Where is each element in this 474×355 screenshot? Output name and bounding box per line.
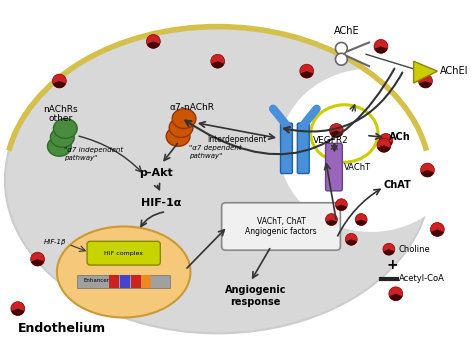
Ellipse shape (280, 69, 463, 232)
Text: HIF-1α: HIF-1α (141, 198, 182, 208)
Ellipse shape (50, 127, 74, 147)
Text: Acetyl-CoA: Acetyl-CoA (399, 274, 445, 283)
Circle shape (355, 214, 367, 225)
Ellipse shape (47, 136, 71, 156)
Bar (131, 275, 140, 288)
Circle shape (389, 287, 403, 301)
Text: α7-nAChR: α7-nAChR (169, 103, 214, 112)
Circle shape (430, 223, 444, 236)
Text: HIF complex: HIF complex (104, 251, 143, 256)
Wedge shape (421, 170, 434, 177)
Circle shape (211, 54, 225, 68)
FancyBboxPatch shape (222, 203, 340, 250)
Circle shape (336, 43, 347, 54)
Circle shape (326, 214, 337, 225)
Wedge shape (379, 140, 392, 147)
Text: Enhancer: Enhancer (83, 278, 109, 283)
Wedge shape (419, 81, 432, 88)
Polygon shape (414, 61, 438, 83)
Text: Interdependent: Interdependent (207, 136, 266, 144)
Text: nAChRs: nAChRs (43, 105, 78, 114)
Circle shape (419, 74, 432, 88)
FancyBboxPatch shape (87, 241, 160, 265)
Bar (142, 275, 151, 288)
FancyBboxPatch shape (326, 143, 342, 191)
Ellipse shape (172, 109, 196, 129)
Wedge shape (330, 131, 343, 137)
Wedge shape (31, 259, 44, 266)
Text: p-Akt: p-Akt (139, 168, 173, 178)
Circle shape (329, 124, 343, 137)
Wedge shape (211, 61, 224, 68)
Text: VAChT, ChAT
Angiogenic factors: VAChT, ChAT Angiogenic factors (245, 217, 317, 236)
Circle shape (146, 34, 160, 48)
Text: "α7 dependent
pathway": "α7 dependent pathway" (189, 145, 242, 159)
Circle shape (379, 133, 393, 147)
Text: Choline: Choline (399, 245, 430, 254)
Wedge shape (11, 308, 24, 316)
Circle shape (31, 252, 45, 266)
Circle shape (383, 243, 395, 255)
Wedge shape (346, 239, 357, 245)
Wedge shape (53, 81, 66, 88)
Ellipse shape (166, 126, 190, 146)
Circle shape (336, 199, 347, 211)
Wedge shape (383, 249, 394, 255)
Circle shape (377, 138, 391, 152)
Text: Endothelium: Endothelium (18, 322, 106, 335)
Circle shape (11, 302, 25, 316)
Circle shape (336, 53, 347, 65)
Bar (109, 275, 119, 288)
Text: HIF-1β: HIF-1β (44, 239, 66, 245)
Wedge shape (300, 71, 313, 78)
Text: Angiogenic
response: Angiogenic response (225, 285, 286, 307)
Ellipse shape (169, 118, 193, 137)
Circle shape (420, 163, 434, 177)
Ellipse shape (57, 226, 191, 317)
Text: ACh: ACh (389, 132, 410, 142)
Wedge shape (431, 229, 444, 236)
Text: other: other (48, 114, 73, 123)
Wedge shape (147, 42, 160, 48)
FancyBboxPatch shape (77, 275, 170, 288)
Ellipse shape (54, 119, 77, 138)
Circle shape (53, 74, 66, 88)
Bar (120, 275, 129, 288)
Wedge shape (374, 47, 387, 53)
Wedge shape (389, 294, 402, 301)
FancyBboxPatch shape (281, 123, 292, 174)
Text: AChE: AChE (333, 27, 359, 37)
Text: +: + (386, 258, 398, 272)
Circle shape (346, 233, 357, 245)
Wedge shape (336, 205, 347, 211)
Ellipse shape (5, 27, 430, 333)
FancyBboxPatch shape (297, 123, 309, 174)
Circle shape (374, 39, 388, 53)
Text: VEGFR2: VEGFR2 (313, 136, 348, 145)
Text: "α7 independent
pathway": "α7 independent pathway" (64, 147, 123, 160)
Wedge shape (356, 219, 367, 225)
Wedge shape (377, 145, 391, 152)
Wedge shape (326, 219, 337, 225)
Text: AChEI: AChEI (440, 66, 469, 76)
Text: ChAT: ChAT (384, 180, 412, 190)
Text: VAChT: VAChT (344, 163, 372, 171)
Circle shape (300, 64, 314, 78)
